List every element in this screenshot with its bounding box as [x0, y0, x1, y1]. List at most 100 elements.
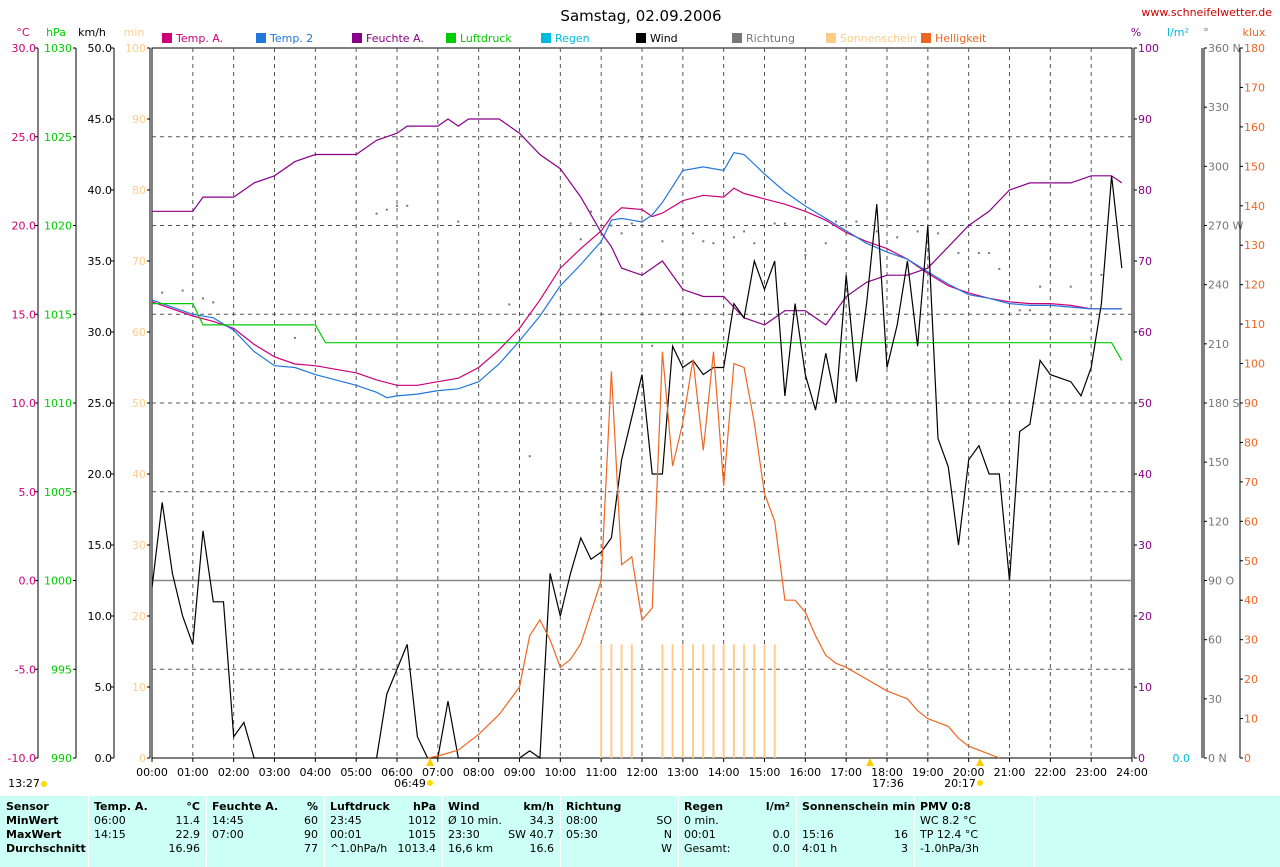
stats-press-header-row: Luftdruck hPa: [324, 800, 442, 814]
stats-dir-value: N: [663, 828, 672, 841]
wind-axis-tick-label: 15.0: [88, 539, 113, 552]
stats-hum-head: Feuchte A.: [212, 800, 279, 813]
stats-hum-value: 90: [304, 828, 318, 841]
stats-wind-label: 23:30: [448, 828, 480, 841]
stats-temp-value: 22.9: [175, 828, 201, 841]
wind-axis-tick-label: 5.0: [95, 681, 113, 694]
sunshine-axis-tick-label: 50: [132, 397, 146, 410]
legend-swatch: [446, 33, 456, 43]
series-richtung-point: [1018, 309, 1021, 312]
stats-press-label: 23:45: [330, 814, 362, 827]
stats-rain-label: 00:01: [684, 828, 716, 841]
chart-grid: [151, 47, 1133, 759]
stats-dir-value: SO: [656, 814, 672, 827]
pressure-axis-tick-label: 990: [51, 752, 72, 765]
stats-sensor-col: Sensor MinWert MaxWert Durchschnitt: [0, 796, 89, 867]
direction-axis-tick-label: 240: [1208, 279, 1229, 292]
series-richtung-point: [181, 289, 184, 292]
sunshine-axis-unit: min: [124, 26, 145, 39]
wind-axis-tick-label: 0.0: [95, 752, 113, 765]
stats-temp-col: Temp. A. °C 06:00 11.4 14:15 22.9 16.96: [88, 796, 207, 867]
temp-axis-tick-label: 0.0: [19, 575, 37, 588]
x-tick-label: 11:00: [585, 766, 617, 779]
pressure-axis-tick-label: 1015: [44, 308, 72, 321]
stats-hum-label: 14:45: [212, 814, 244, 827]
light-axis-tick-label: 180: [1244, 42, 1265, 55]
site-link[interactable]: www.schneifelwetter.de: [1141, 6, 1272, 19]
sunshine-axis-tick-label: 30: [132, 539, 146, 552]
chart-axes: °C 30.0 25.0 20.0 15.0 10.0 5.0 0.0 -5.0 -10.0 hPa…: [8, 26, 1266, 790]
humidity-axis-tick-label: 60: [1138, 326, 1152, 339]
stats-press-head: Luftdruck: [330, 800, 390, 813]
light-axis-tick-label: 100: [1244, 358, 1265, 371]
x-tick-label: 12:00: [626, 766, 658, 779]
pressure-axis-tick-label: 1000: [44, 575, 72, 588]
stats-dir-header-row: Richtung: [560, 800, 678, 814]
stats-rain-col: Regen l/m² 0 min. 00:01 0.0 Gesamt: 0.0: [678, 796, 797, 867]
stats-sensor-head: Sensor: [6, 800, 49, 813]
x-tick-label: 03:00: [259, 766, 291, 779]
legend-swatch: [636, 33, 646, 43]
series-richtung-point: [202, 297, 205, 300]
legend-swatch: [921, 33, 931, 43]
sunshine-axis-tick-label: 70: [132, 255, 146, 268]
stats-dir-row: 08:00 SO: [560, 814, 678, 828]
direction-axis-unit: °: [1203, 26, 1209, 39]
sunrise-icon: [427, 780, 433, 786]
stats-sun-value: 16: [894, 828, 908, 841]
sunrise-marker-icon: [426, 758, 434, 766]
legend-swatch: [162, 33, 172, 43]
x-tick-label: 01:00: [177, 766, 209, 779]
direction-axis-tick-label: 270 W: [1208, 220, 1243, 233]
stats-wind-row: 23:30 SW 40.7: [442, 828, 560, 842]
x-tick-label: 04:00: [299, 766, 331, 779]
series-richtung-point: [1100, 273, 1103, 276]
x-tick-label: 19:00: [912, 766, 944, 779]
chart-title: Samstag, 02.09.2006: [560, 7, 721, 25]
stats-rain-value: 0.0: [772, 828, 791, 841]
stats-dir-row: 05:30 N: [560, 828, 678, 842]
series-feuchte-a-line: [152, 118, 1123, 326]
sunset-label: 20:17: [944, 777, 976, 790]
stats-press-row: ^1.0hPa/h 1013.4: [324, 842, 442, 856]
stats-wind-row: Ø 10 min. 34.3: [442, 814, 560, 828]
stats-pmv-row: WC 8.2 °C: [914, 814, 1034, 828]
series-richtung-point: [161, 291, 164, 294]
stats-sun-header-row: Sonnenschein min: [796, 800, 915, 814]
light-axis-tick-label: 60: [1244, 515, 1258, 528]
stats-wind-label: 16,6 km: [448, 842, 494, 855]
light-axis-tick-label: 150: [1244, 160, 1265, 173]
x-tick-label: 23:00: [1075, 766, 1107, 779]
legend-label: Wind: [650, 32, 678, 45]
series-richtung-point: [1028, 309, 1031, 312]
x-tick-label: 10:00: [544, 766, 576, 779]
temp-axis-tick-label: 30.0: [12, 42, 37, 55]
direction-axis-tick-label: 0 N: [1208, 752, 1227, 765]
temp-axis-tick-label: 5.0: [19, 486, 37, 499]
humidity-axis-unit: %: [1131, 26, 1141, 39]
series-richtung-point: [641, 220, 643, 223]
stats-rain-row: 0 min.: [678, 814, 796, 828]
series-richtung-point: [651, 344, 654, 347]
day-length-icon: [41, 781, 47, 787]
max-marker-icon: [866, 758, 874, 766]
series-wind-line: [151, 175, 1123, 760]
sunset-icon: [977, 780, 983, 786]
series-richtung-point: [977, 252, 980, 255]
series-richtung-point: [569, 222, 572, 225]
stats-sun-row: 4:01 h 3: [796, 842, 914, 856]
stats-wind-row: 16,6 km 16.6: [442, 842, 560, 856]
day-length-label: 13:27: [8, 777, 40, 790]
humidity-axis-tick-label: 50: [1138, 397, 1152, 410]
legend-swatch: [732, 33, 742, 43]
sunshine-axis-tick-label: 60: [132, 326, 146, 339]
light-axis-tick-label: 30: [1244, 634, 1258, 647]
legend-label: Sonnenschein: [840, 32, 917, 45]
legend-label: Feuchte A.: [366, 32, 424, 45]
pressure-axis-tick-label: 1025: [44, 131, 72, 144]
legend-label: Luftdruck: [460, 32, 512, 45]
x-tick-label: 05:00: [340, 766, 372, 779]
sunshine-axis-tick-label: 40: [132, 468, 146, 481]
series-richtung-point: [712, 242, 715, 245]
sunrise-label: 06:49: [394, 777, 426, 790]
